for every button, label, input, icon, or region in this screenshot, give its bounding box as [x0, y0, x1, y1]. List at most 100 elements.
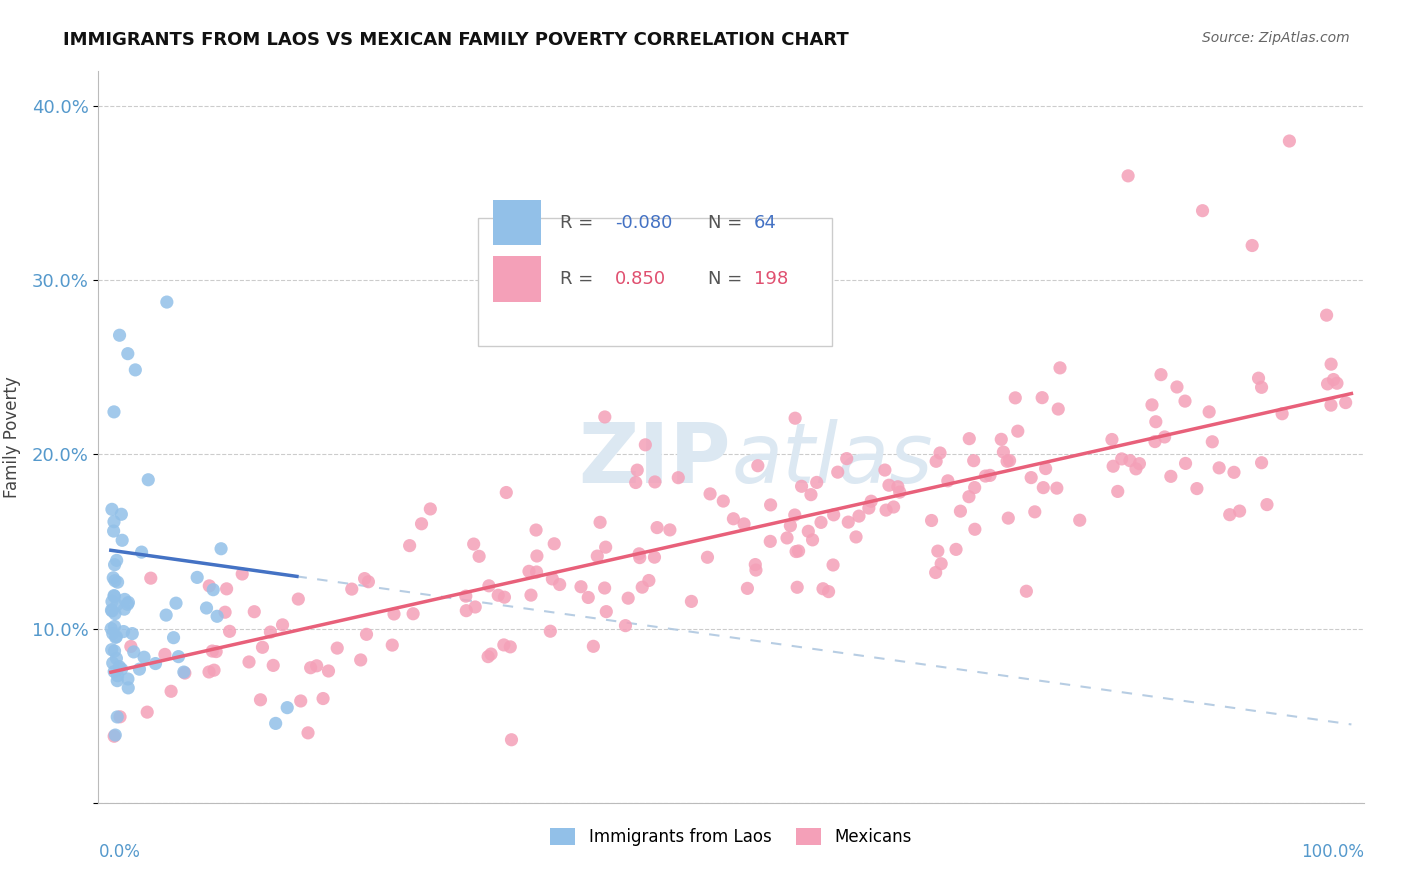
Point	[957, 490, 980, 504]
Point	[1219, 508, 1241, 522]
Point	[136, 473, 159, 487]
Point	[790, 479, 813, 493]
Point	[112, 602, 135, 616]
Point	[628, 547, 651, 561]
Point	[835, 451, 858, 466]
Point	[538, 624, 561, 639]
Point	[271, 618, 294, 632]
Point	[929, 557, 952, 571]
Point	[1047, 402, 1070, 417]
Point	[1256, 498, 1278, 512]
Text: N =: N =	[709, 214, 748, 232]
Point	[801, 533, 824, 547]
Point	[1101, 433, 1123, 447]
Point	[340, 582, 363, 596]
Point	[520, 588, 543, 602]
Point	[634, 438, 657, 452]
Point	[218, 624, 240, 639]
Point	[548, 577, 571, 591]
Point	[779, 518, 801, 533]
Point	[402, 607, 425, 621]
Point	[1247, 371, 1270, 385]
Point	[1320, 357, 1343, 371]
Point	[195, 601, 218, 615]
Point	[456, 604, 478, 618]
Point	[810, 516, 832, 530]
Point	[198, 665, 221, 679]
Point	[624, 475, 647, 490]
Point	[131, 545, 153, 559]
Point	[936, 474, 959, 488]
Point	[231, 566, 253, 581]
Point	[1111, 451, 1133, 466]
Point	[128, 662, 150, 676]
Point	[479, 647, 502, 661]
Point	[1107, 484, 1129, 499]
Point	[318, 664, 340, 678]
Point	[927, 544, 949, 558]
Point	[156, 295, 179, 310]
Point	[103, 665, 125, 679]
Point	[626, 463, 648, 477]
Point	[827, 465, 849, 479]
Text: ZIP: ZIP	[579, 418, 731, 500]
Point	[759, 498, 782, 512]
Point	[101, 502, 124, 516]
Point	[398, 539, 420, 553]
Point	[103, 405, 125, 419]
Point	[582, 640, 605, 654]
Point	[823, 508, 845, 522]
Point	[776, 531, 799, 545]
Point	[759, 534, 782, 549]
Point	[1150, 368, 1173, 382]
Point	[823, 558, 845, 572]
Point	[117, 595, 139, 609]
Point	[1316, 308, 1339, 322]
Point	[1119, 453, 1142, 467]
Point	[419, 502, 441, 516]
Point	[645, 520, 668, 534]
Point	[875, 503, 897, 517]
Text: N =: N =	[709, 270, 748, 288]
Point	[160, 684, 183, 698]
Point	[112, 624, 135, 639]
Point	[382, 607, 405, 621]
Point	[1271, 407, 1294, 421]
Point	[1160, 469, 1182, 483]
Point	[543, 537, 565, 551]
Point	[243, 605, 266, 619]
Point	[1144, 415, 1167, 429]
Point	[873, 463, 896, 477]
Point	[990, 433, 1012, 447]
Point	[858, 501, 880, 516]
Point	[205, 644, 228, 658]
Point	[105, 598, 128, 612]
Point	[921, 514, 943, 528]
Point	[356, 627, 378, 641]
Point	[644, 475, 666, 489]
Point	[887, 480, 910, 494]
Point	[110, 508, 132, 522]
Text: Source: ZipAtlas.com: Source: ZipAtlas.com	[1202, 31, 1350, 45]
Point	[201, 644, 224, 658]
Point	[998, 453, 1021, 467]
Point	[464, 599, 486, 614]
Point	[105, 553, 128, 567]
Point	[312, 691, 335, 706]
Point	[1250, 456, 1272, 470]
Point	[517, 564, 540, 578]
Point	[1128, 457, 1150, 471]
Point	[845, 530, 868, 544]
Point	[837, 515, 859, 529]
Point	[350, 653, 373, 667]
Point	[744, 558, 766, 572]
Point	[501, 732, 523, 747]
Text: 100.0%: 100.0%	[1301, 843, 1364, 861]
Point	[628, 550, 651, 565]
Point	[1198, 405, 1220, 419]
Point	[124, 363, 146, 377]
Point	[995, 454, 1018, 468]
Point	[100, 642, 122, 657]
Point	[499, 640, 522, 654]
Point	[494, 590, 516, 604]
